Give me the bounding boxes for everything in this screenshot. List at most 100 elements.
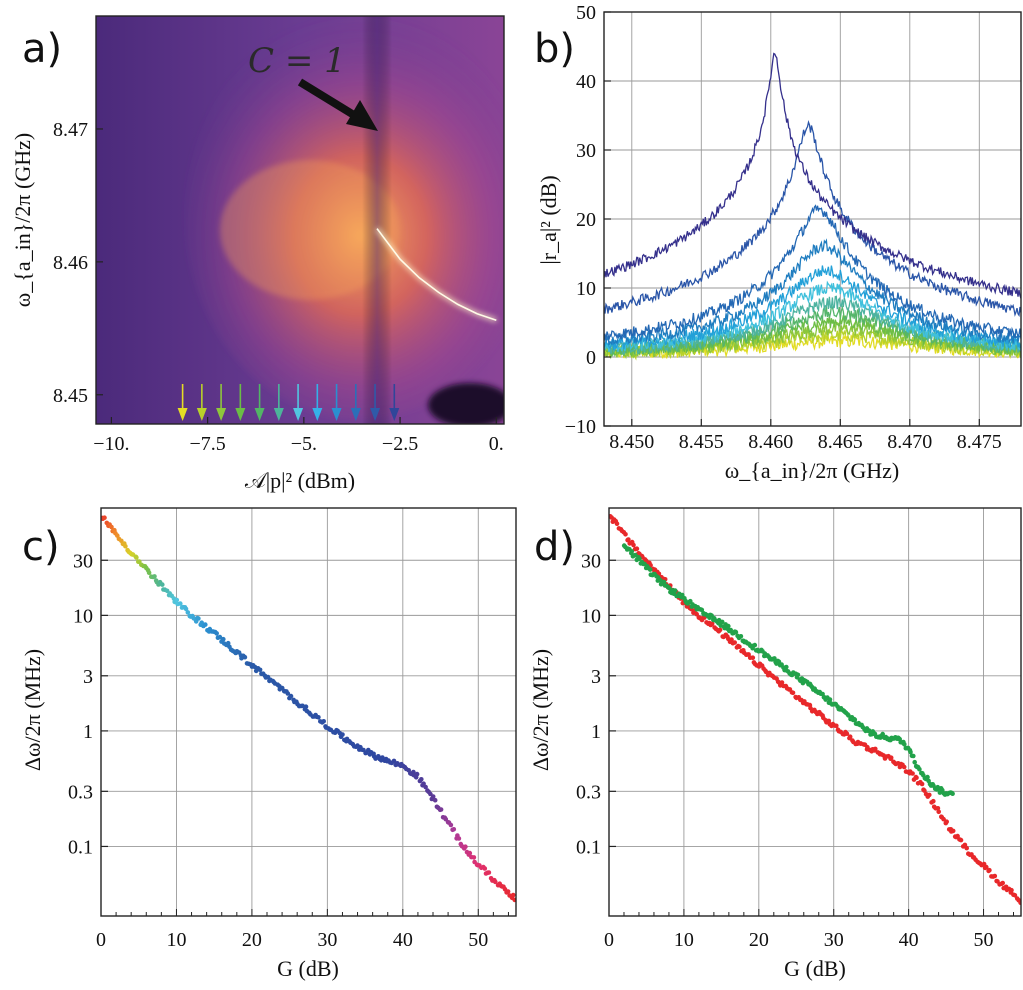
y-tick-label: 0.1 [576,836,601,858]
data-point [866,728,872,733]
data-point [873,746,878,752]
x-tick-label: 50 [468,929,488,951]
data-point [950,791,955,796]
y-tick-label: 3 [83,666,93,688]
x-tick-label: 8.465 [818,431,863,453]
data-point [752,642,758,648]
data-point [931,798,936,804]
x-tick-label: 0 [96,929,106,951]
y-tick-label: 8.46 [53,252,88,274]
data-point [964,845,969,851]
data-point [109,524,114,530]
data-point [944,819,949,824]
x-tick-label: 8.470 [887,431,932,453]
gain-trace [604,120,1021,317]
data-point [448,822,454,828]
data-point [901,764,907,770]
data-point [852,717,858,723]
data-point [732,640,737,645]
x-tick-label: 20 [749,929,769,951]
data-point [936,809,941,815]
data-point [225,640,231,646]
annotation-arrow-shaft [297,78,365,124]
pump-power-marker-arrowhead [177,408,188,421]
data-point [419,777,424,782]
pump-power-marker-arrowhead [331,408,342,421]
y-tick-label: 10 [581,605,601,627]
data-point [844,731,850,736]
data-point [288,693,294,699]
data-point [623,532,628,537]
x-tick-label: −5. [291,433,317,455]
y-tick-label: 10 [73,605,93,627]
data-point [391,758,397,764]
data-point [512,897,516,903]
y-tick-label: 0.1 [68,836,93,858]
pump-power-marker-arrowhead [254,408,265,421]
data-point [614,521,620,526]
y-tick-label: 20 [576,209,596,231]
data-point [779,680,785,685]
x-tick-label: −2.5 [382,433,418,455]
data-point [316,715,321,720]
data-point [847,734,853,739]
data-point [134,555,139,560]
data-point [888,755,894,760]
x-tick-label: −10. [93,433,129,455]
data-point [185,610,191,615]
panel-b-xlabel: ω_{a_in}/2π (GHz) [725,458,899,483]
y-tick-label: 10 [576,278,596,300]
data-point [737,644,742,649]
data-point [152,574,157,579]
data-point [493,879,498,885]
panel-b-ylabel: |r_a|² (dB) [536,175,561,264]
y-tick-label: 1 [83,721,93,743]
data-point [467,850,473,856]
y-tick-label: 8.45 [53,385,88,407]
data-point [902,742,907,747]
y-tick-label: 40 [576,71,596,93]
data-point [432,797,438,803]
data-point [160,582,165,587]
y-tick-label: −10 [565,416,596,438]
x-tick-label: −7.5 [189,433,225,455]
data-point [634,546,640,551]
annotation-arrow-head [346,100,378,131]
panel-a-ticks: −10. −7.5 −5. −2.5 0. 8.45 8.46 8.47 [53,119,504,455]
panel-d-xlabel: G (dB) [784,956,846,981]
pump-power-marker-arrowhead [389,408,400,421]
panel-label-b: b) [534,26,575,72]
x-tick-label: 40 [393,929,413,951]
data-point [912,759,917,765]
data-point [667,585,672,591]
data-point [146,570,152,575]
data-point [733,629,739,635]
data-point [672,588,678,593]
panel-b-ticks: 8.450 8.455 8.460 8.465 8.470 8.475 −10 0 10 20 30… [565,2,1002,453]
data-point [910,771,915,776]
panel-d-ticks: 0 10 20 30 40 50 0.1 0.3 1 3 10 30 [576,550,1015,951]
y-tick-label: 30 [581,550,601,572]
panel-a-ylabel: ω_{a_in}/2π (GHz) [10,133,35,307]
data-point [637,556,642,562]
data-point [827,697,833,702]
pump-power-marker-arrowhead [196,408,207,421]
panel-c-xlabel: G (dB) [277,956,339,981]
x-tick-label: 50 [974,929,994,951]
data-point [340,732,345,737]
data-point [911,753,916,759]
data-point [214,631,219,636]
data-point [694,611,699,617]
heatmap-core [220,160,400,300]
data-point [992,873,998,879]
data-point [174,597,180,603]
data-point [925,774,930,780]
data-point [626,537,631,542]
data-point [438,807,444,812]
data-point [750,655,756,660]
y-tick-label: 0.3 [68,781,93,803]
x-tick-label: 10 [166,929,186,951]
panel-c-scatter: 0 10 20 30 40 50 0.1 0.3 1 3 10 30 G (dB) Δω/2π (MH… [20,507,517,981]
pump-power-marker-arrowhead [312,408,323,421]
